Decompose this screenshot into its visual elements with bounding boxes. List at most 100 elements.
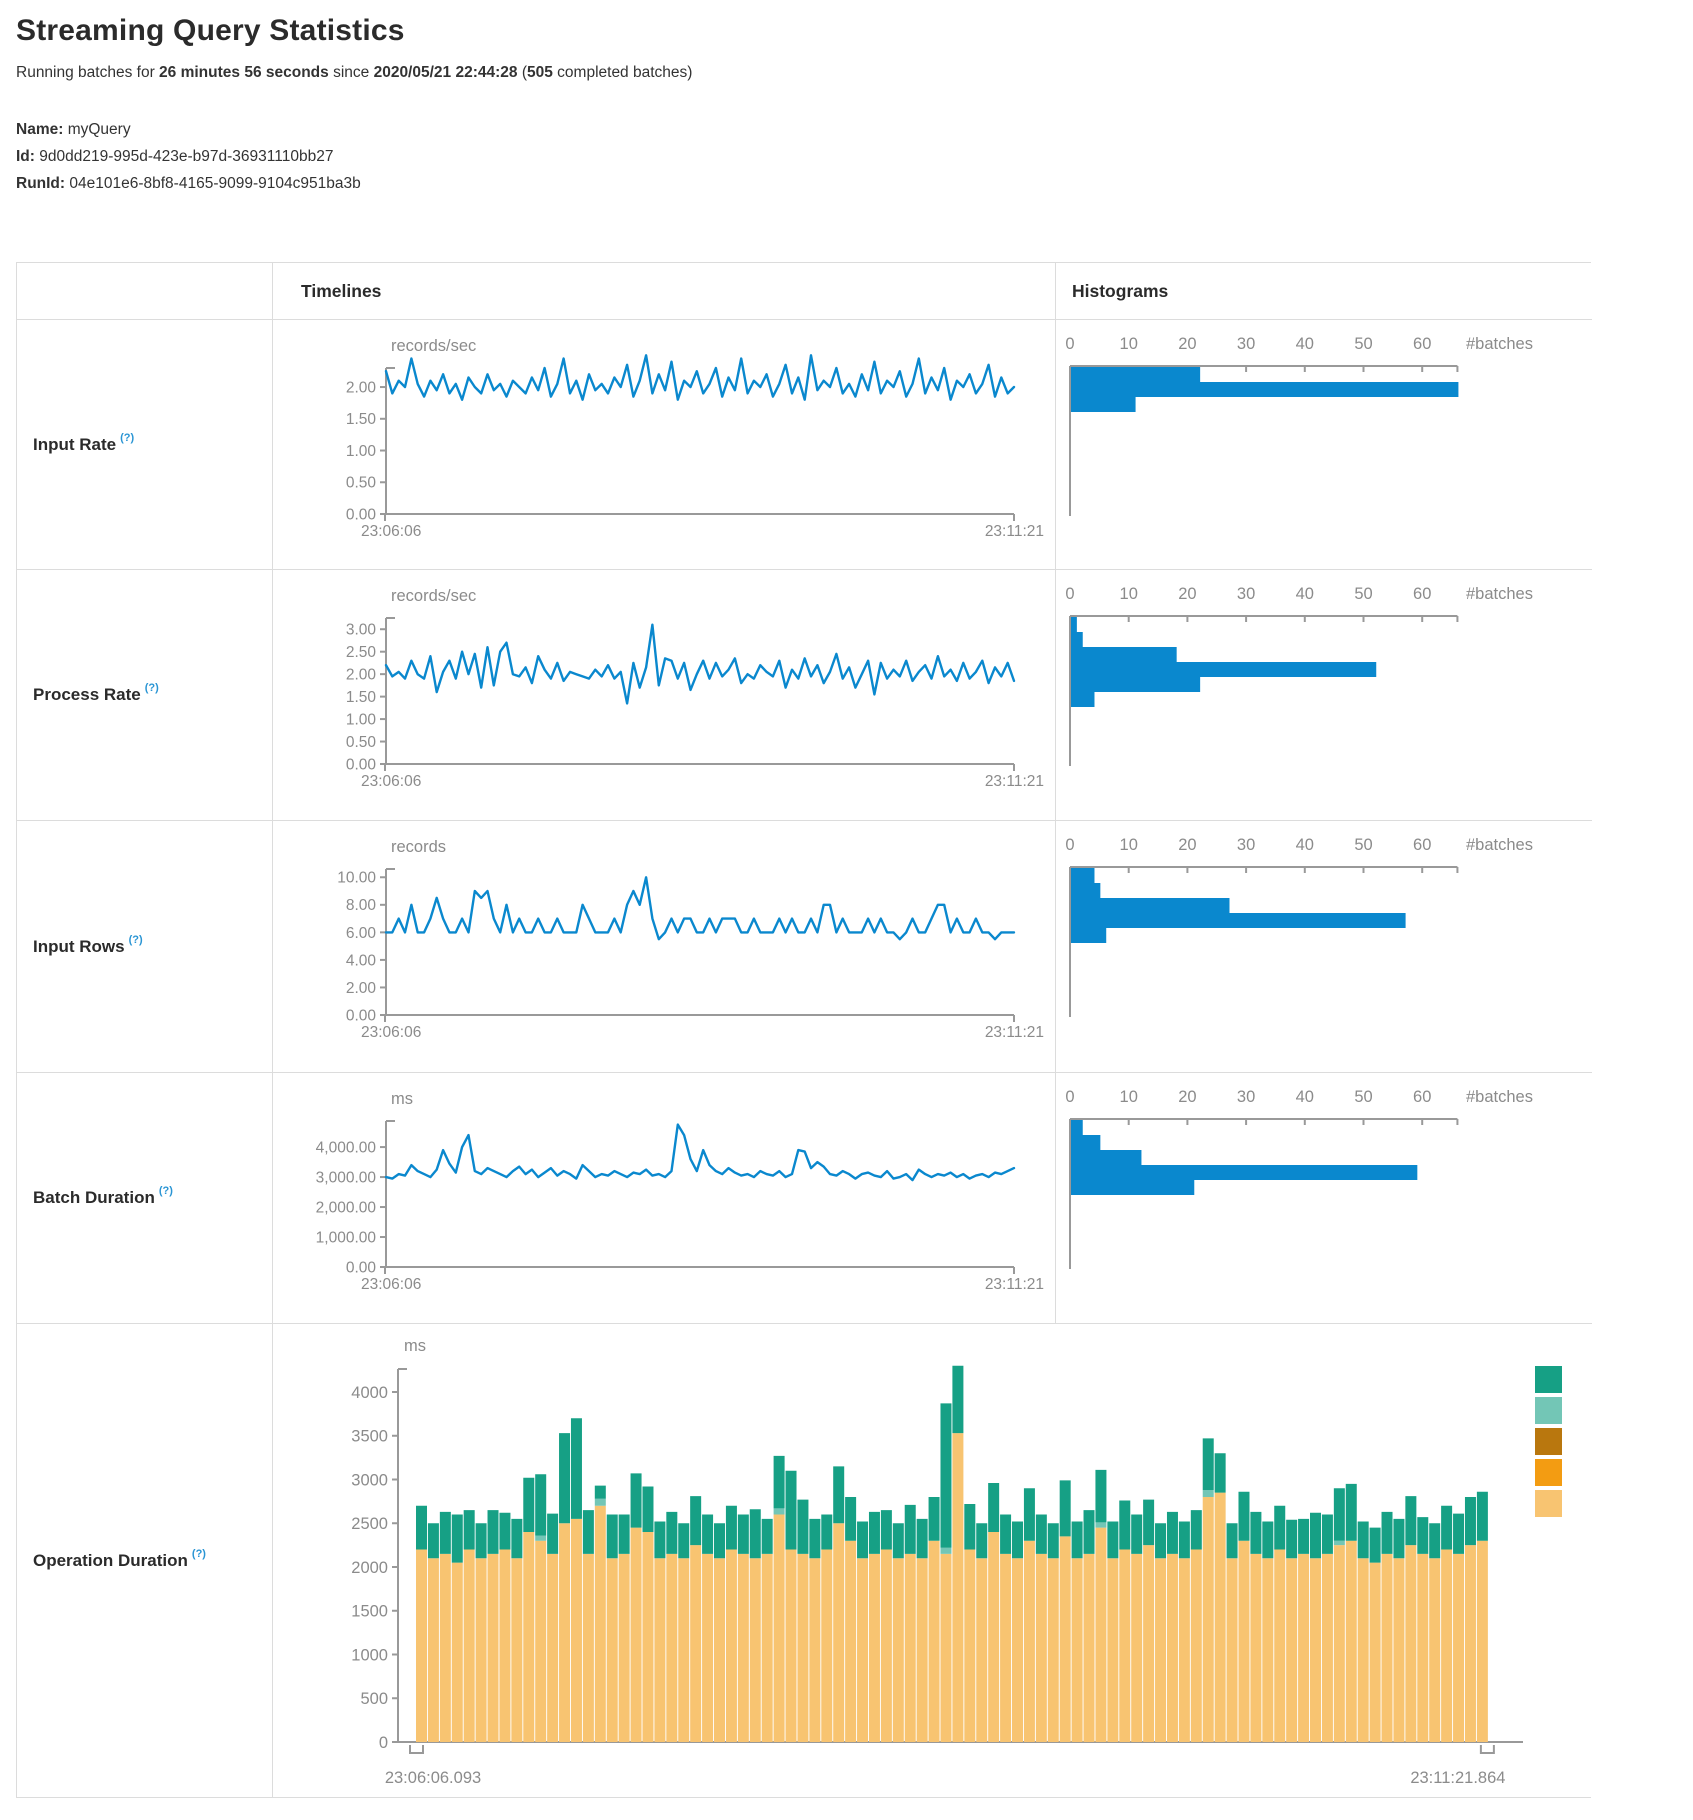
timeline-svg: records 0.00 2.00 4.00 6.00 8.00 10.00 23:06:06… [337, 838, 1044, 1041]
query-runid: 04e101e6-8bf8-4165-9099-9104c951ba3b [65, 175, 361, 192]
legend-swatch [1535, 1397, 1562, 1424]
runid-label: RunId: [16, 175, 66, 192]
svg-text:30: 30 [1237, 1088, 1255, 1106]
process-rate-help-icon[interactable]: (?) [144, 682, 159, 694]
svg-text:23:06:06: 23:06:06 [361, 1024, 421, 1041]
svg-text:3,000.00: 3,000.00 [316, 1169, 377, 1186]
svg-text:#batches: #batches [1466, 335, 1533, 353]
svg-text:3500: 3500 [351, 1428, 388, 1446]
svg-text:0.50: 0.50 [346, 734, 377, 751]
svg-text:10: 10 [1120, 1088, 1138, 1106]
svg-text:20: 20 [1178, 335, 1196, 353]
batch-duration-histogram-chart: 0 10 20 30 40 50 60 #batches [1056, 1073, 1592, 1324]
svg-text:0.00: 0.00 [346, 1007, 377, 1024]
svg-text:23:11:21: 23:11:21 [985, 1024, 1044, 1041]
svg-text:2500: 2500 [351, 1515, 388, 1533]
svg-text:23:11:21: 23:11:21 [985, 523, 1044, 540]
completed-batches-count: 505 [526, 64, 553, 81]
svg-text:50: 50 [1354, 1088, 1372, 1106]
running-duration: 26 minutes 56 seconds [159, 64, 329, 81]
statistics-table: Timelines Histograms Input Rate (?) reco… [16, 262, 1592, 1798]
svg-text:2,000.00: 2,000.00 [316, 1199, 377, 1216]
svg-text:50: 50 [1354, 836, 1372, 854]
process-rate-histogram-chart: 0 10 20 30 40 50 60 #batches [1056, 570, 1592, 821]
timeline-svg: ms 0.00 1,000.00 2,000.00 3,000.00 4,000.00 23… [316, 1090, 1044, 1293]
svg-text:1000: 1000 [351, 1646, 388, 1664]
svg-text:0.00: 0.00 [346, 756, 377, 773]
svg-text:60: 60 [1413, 836, 1431, 854]
row-label-input-rows: Input Rows (?) [17, 821, 273, 1073]
svg-text:8.00: 8.00 [346, 897, 377, 914]
svg-text:23:06:06.093: 23:06:06.093 [385, 1769, 481, 1787]
svg-text:0: 0 [1065, 585, 1074, 603]
svg-text:30: 30 [1237, 335, 1255, 353]
svg-text:500: 500 [360, 1690, 388, 1708]
name-label: Name: [16, 121, 64, 138]
svg-text:20: 20 [1178, 836, 1196, 854]
input-rows-help-icon[interactable]: (?) [128, 933, 143, 946]
batch-duration-label: Batch Duration [33, 1188, 155, 1207]
page-title: Streaming Query Statistics [16, 14, 405, 47]
svg-text:1.50: 1.50 [346, 689, 377, 706]
input-rate-label: Input Rate [33, 434, 117, 454]
svg-text:0: 0 [1065, 335, 1074, 353]
operation-duration-label: Operation Duration [33, 1550, 188, 1570]
histogram-svg: 0 10 20 30 40 50 60 #batches [1065, 836, 1533, 1017]
query-name: myQuery [63, 121, 131, 138]
id-label: Id: [16, 148, 35, 165]
svg-text:10: 10 [1120, 585, 1138, 603]
svg-text:1,000.00: 1,000.00 [316, 1229, 377, 1246]
svg-text:4.00: 4.00 [346, 952, 377, 969]
input-rows-histogram-chart: 0 10 20 30 40 50 60 #batches [1056, 821, 1592, 1073]
stacked-bar-svg: ms 0 500 1000 1500 2000 2500 3000 3500 4000 23:06:… [351, 1337, 1523, 1787]
svg-text:50: 50 [1354, 335, 1372, 353]
input-rows-timeline-chart: records 0.00 2.00 4.00 6.00 8.00 10.00 23:06:06… [273, 821, 1056, 1073]
legend-swatch [1535, 1366, 1562, 1393]
svg-text:23:11:21: 23:11:21 [985, 1276, 1044, 1293]
start-timestamp: 2020/05/21 22:44:28 [373, 64, 518, 81]
query-name-line: Name: myQuery [16, 116, 361, 143]
svg-text:23:06:06: 23:06:06 [361, 773, 421, 790]
legend-swatch [1535, 1490, 1562, 1517]
input-rate-help-icon[interactable]: (?) [120, 431, 135, 444]
svg-text:#batches: #batches [1466, 585, 1533, 603]
svg-text:0: 0 [1065, 836, 1074, 854]
operation-duration-legend [1535, 1366, 1562, 1521]
svg-text:1.00: 1.00 [346, 712, 377, 729]
svg-text:3.00: 3.00 [346, 622, 377, 639]
svg-text:0: 0 [379, 1734, 388, 1752]
input-rate-timeline-chart: records/sec 0.00 0.50 1.00 1.50 2.00 23:06:06 2… [273, 320, 1056, 570]
operation-duration-help-icon[interactable]: (?) [191, 1547, 206, 1560]
running-batches-summary: Running batches for 26 minutes 56 second… [16, 64, 692, 82]
svg-text:50: 50 [1354, 585, 1372, 603]
histograms-header-label: Histograms [1072, 280, 1169, 301]
histograms-header: Histograms [1056, 263, 1592, 320]
svg-text:30: 30 [1237, 836, 1255, 854]
histogram-svg: 0 10 20 30 40 50 60 #batches [1065, 335, 1533, 516]
svg-text:2000: 2000 [351, 1559, 388, 1577]
query-metadata: Name: myQuery Id: 9d0dd219-995d-423e-b97… [16, 116, 361, 197]
svg-text:60: 60 [1413, 335, 1431, 353]
summary-suffix: completed batches) [552, 64, 693, 81]
corner-cell [17, 263, 273, 320]
histogram-svg: 0 10 20 30 40 50 60 #batches [1065, 585, 1533, 766]
timelines-header-label: Timelines [301, 280, 382, 301]
query-id: 9d0dd219-995d-423e-b97d-36931110bb27 [34, 148, 334, 165]
svg-text:60: 60 [1413, 585, 1431, 603]
svg-text:23:11:21.864: 23:11:21.864 [1410, 1769, 1505, 1787]
svg-text:#batches: #batches [1466, 1088, 1533, 1106]
query-id-line: Id: 9d0dd219-995d-423e-b97d-36931110bb27 [16, 143, 361, 170]
svg-text:ms: ms [404, 1337, 426, 1355]
svg-text:40: 40 [1296, 585, 1314, 603]
svg-text:4000: 4000 [351, 1384, 388, 1402]
batch-duration-help-icon[interactable]: (?) [158, 1185, 173, 1197]
svg-text:40: 40 [1296, 335, 1314, 353]
svg-text:records/sec: records/sec [391, 337, 476, 355]
svg-text:23:06:06: 23:06:06 [361, 523, 421, 540]
svg-text:23:06:06: 23:06:06 [361, 1276, 421, 1293]
timeline-svg: records/sec 0.00 0.50 1.00 1.50 2.00 23:06:06 2… [346, 337, 1044, 540]
query-runid-line: RunId: 04e101e6-8bf8-4165-9099-9104c951b… [16, 170, 361, 197]
process-rate-label: Process Rate [33, 685, 141, 704]
svg-text:records: records [391, 838, 446, 856]
